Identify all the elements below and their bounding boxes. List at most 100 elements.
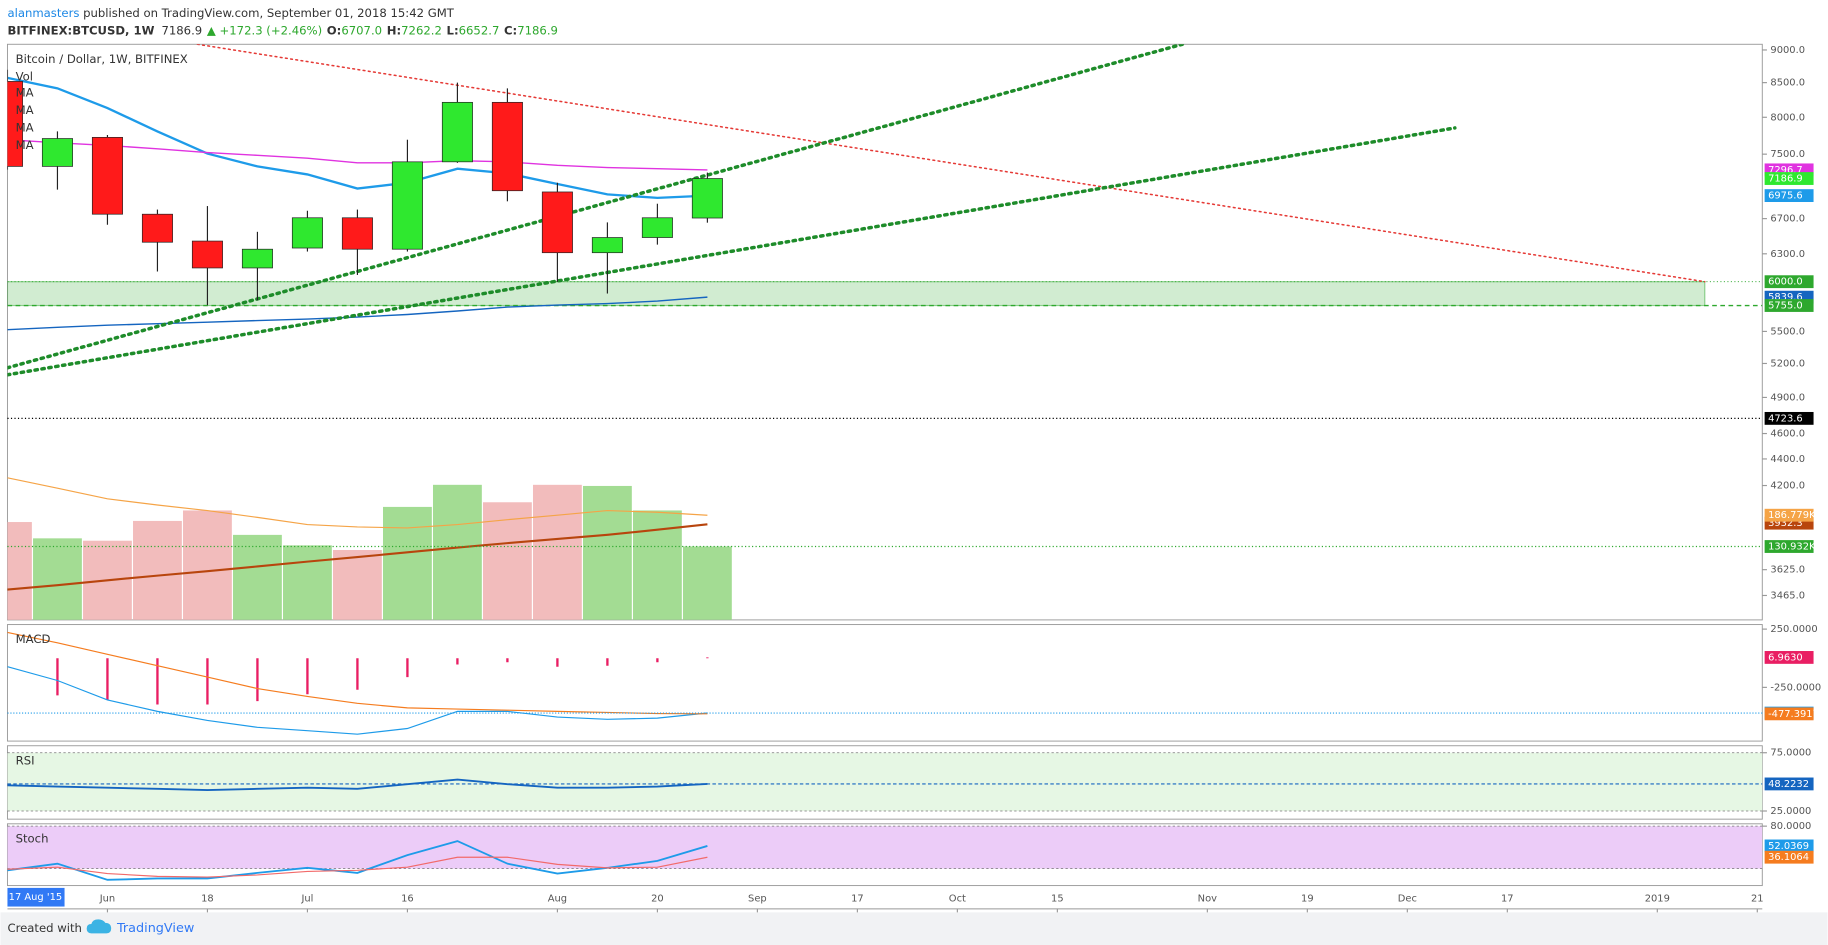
volume-bar: [183, 510, 232, 620]
indicator-line: [7, 778, 708, 791]
x-tick-label: Jul: [300, 893, 313, 904]
x-tick-label: Aug: [548, 893, 567, 904]
macd-line: [7, 631, 708, 715]
price-pane: [6, 43, 1763, 621]
x-tick-label: 2019: [1645, 893, 1670, 904]
price-badge-text: 7186.9: [1768, 174, 1803, 185]
y-tick-label: 25.0000: [1770, 806, 1811, 817]
x-tick-label: Dec: [1398, 893, 1417, 904]
price-badge: [1764, 275, 1814, 289]
ohlc-value: 6652.7: [459, 23, 500, 37]
candle-body: [41, 138, 73, 167]
y-tick-label: 4200.0: [1770, 481, 1805, 492]
price-plot: [7, 44, 1763, 620]
volume-bar: [682, 546, 732, 620]
price-badge: [1764, 651, 1814, 664]
indicator-band: [7, 752, 1763, 811]
change: ▲ +172.3 (+2.46%): [207, 23, 322, 37]
x-tick-label: 16: [401, 893, 414, 904]
y-tick-label: 8500.0: [1770, 78, 1805, 89]
volume-bar: [382, 506, 432, 620]
price-badge: [1764, 777, 1814, 791]
y-tick-label: 5200.0: [1770, 358, 1805, 369]
header-line1: alanmasters published on TradingView.com…: [7, 5, 454, 19]
published: published on TradingView.com, September …: [79, 5, 454, 19]
price-badge-text: 3932.3: [1768, 518, 1803, 529]
y-tick-label: 4900.0: [1770, 392, 1805, 403]
candle-body: [391, 161, 423, 250]
ohlc-key: O:: [327, 23, 342, 37]
indicator-line: [7, 856, 708, 878]
price-badge-text: -477.3917: [1768, 709, 1819, 720]
author[interactable]: alanmasters: [7, 5, 79, 19]
candle-body: [291, 217, 323, 249]
x-tick-label: 21: [1751, 893, 1764, 904]
ohlc-value: 7262.2: [401, 23, 442, 37]
moving-average: [7, 139, 708, 171]
x-tick-label: 18: [201, 893, 214, 904]
price-badge: [1764, 540, 1814, 553]
price-badge: [1764, 172, 1814, 185]
price-badge-text: 186.779K: [1768, 510, 1816, 521]
candle-body: [691, 178, 723, 219]
y-tick-label: 4400.0: [1770, 454, 1805, 465]
logo: [86, 919, 112, 934]
legend-entry: MA: [16, 138, 34, 152]
y-tick-label: 80.0000: [1770, 821, 1811, 832]
pane-title: MACD: [16, 632, 51, 646]
macd-pane: [6, 624, 1763, 742]
candle-body: [641, 217, 673, 238]
footer-band: [0, 912, 1828, 945]
volume-ma: [7, 523, 708, 591]
price-badge: [1764, 508, 1814, 522]
ohlc-value: 7186.9: [517, 23, 558, 37]
candle-body: [141, 213, 173, 243]
legend-entry: Vol: [16, 69, 33, 83]
volume-bar: [333, 550, 382, 620]
y-tick-label: 6700.0: [1770, 214, 1805, 225]
y-tick-label: 3625.0: [1770, 565, 1805, 576]
price-badge: [1764, 850, 1814, 864]
price-badge-text: 4723.6: [1768, 413, 1803, 424]
volume-bar: [233, 534, 282, 620]
date-badge-text: 17 Aug '15: [9, 892, 62, 903]
candle-body: [541, 191, 573, 254]
x-tick-label: Sep: [748, 893, 767, 904]
macd-line: [7, 666, 708, 735]
created-with: Created with: [7, 921, 81, 935]
y-tick-label: 9000.0: [1770, 45, 1805, 56]
volume-bar: [582, 485, 632, 620]
macd-plot: [7, 631, 709, 735]
price-badge-text: 52.0369: [1768, 841, 1809, 852]
legend-entry: MA: [16, 103, 34, 117]
indicator-line: [7, 840, 708, 881]
pane-title: Bitcoin / Dollar, 1W, BITFINEX: [16, 52, 188, 66]
x-tick-label: 20: [651, 893, 664, 904]
price-badge-text: 6000.0: [1768, 277, 1803, 288]
y-tick-label: 75.0000: [1770, 748, 1811, 759]
ohlc-value: 6707.0: [341, 23, 382, 37]
candle-body: [7, 81, 23, 167]
candle-body: [91, 136, 123, 215]
y-tick-label: 4600.0: [1770, 429, 1805, 440]
price-badge: [1764, 707, 1814, 721]
x-tick-label: 17: [1501, 893, 1514, 904]
header-line2: BITFINEX:BTCUSD, 1W 7186.9 ▲ +172.3 (+2.46…: [7, 23, 557, 37]
candle-body: [491, 101, 523, 192]
ohlc-key: L:: [447, 23, 459, 37]
indicator-band: [7, 826, 1763, 869]
legend-entry: MA: [16, 86, 34, 100]
price-badge-text: 48.2232: [1768, 779, 1809, 790]
brand[interactable]: TradingView: [116, 921, 194, 936]
x-tick-label: 19: [1301, 893, 1314, 904]
volume-bar: [133, 520, 182, 620]
price-badge: [1764, 839, 1814, 853]
plot: 9000.0 8500.0 8000.0 7500.0 6700.0 6300.0 5500…: [7, 44, 1821, 913]
volume-bar: [432, 484, 482, 620]
last-price: 7186.9: [161, 23, 202, 37]
indicator-plot: [7, 825, 1763, 881]
pane-title: Stoch: [16, 831, 49, 845]
ohlc-key: H:: [387, 23, 401, 37]
